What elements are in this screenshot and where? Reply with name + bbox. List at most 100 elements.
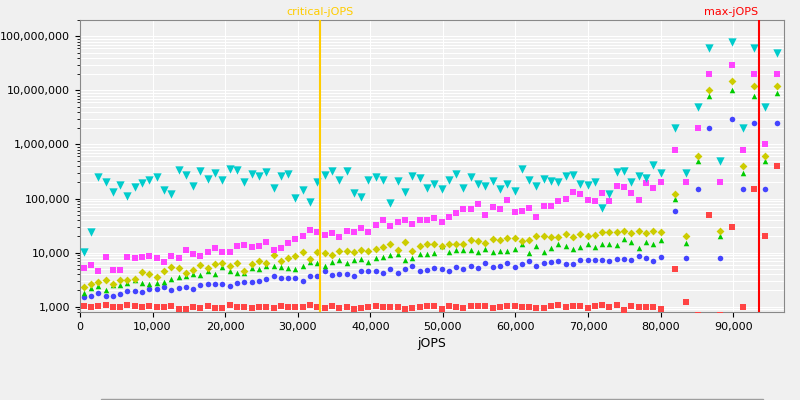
max — [362, 177, 375, 184]
min — [106, 304, 119, 310]
95-th percentile — [246, 260, 258, 267]
95-th percentile — [640, 230, 653, 236]
min — [326, 303, 338, 309]
95-th percentile — [238, 268, 250, 274]
min — [216, 305, 229, 312]
min — [618, 307, 630, 313]
median — [737, 186, 750, 192]
90-th percentile — [559, 243, 572, 249]
90-th percentile — [748, 92, 761, 99]
95-th percentile — [654, 229, 667, 235]
95-th percentile — [464, 237, 477, 244]
95-th percentile — [398, 239, 411, 246]
Legend: min, median, 90-th percentile, 95-th percentile, 99-th percentile, max: min, median, 90-th percentile, 95-th per… — [102, 399, 762, 400]
max — [669, 125, 682, 131]
median — [106, 292, 119, 299]
X-axis label: jOPS: jOPS — [418, 337, 446, 350]
90-th percentile — [362, 259, 375, 265]
95-th percentile — [121, 276, 134, 283]
min — [442, 303, 455, 310]
95-th percentile — [354, 247, 367, 253]
95-th percentile — [559, 230, 572, 237]
99-th percentile — [326, 230, 338, 236]
90-th percentile — [391, 251, 404, 258]
95-th percentile — [669, 191, 682, 198]
90-th percentile — [428, 250, 441, 256]
max — [136, 180, 149, 187]
99-th percentile — [618, 184, 630, 190]
95-th percentile — [479, 240, 492, 246]
min — [92, 303, 105, 309]
99-th percentile — [289, 236, 302, 243]
max — [413, 174, 426, 181]
max — [209, 170, 222, 176]
max — [92, 174, 105, 180]
99-th percentile — [413, 217, 426, 223]
min — [748, 186, 761, 192]
99-th percentile — [311, 228, 324, 235]
median — [78, 294, 90, 301]
max — [165, 190, 178, 197]
min — [186, 304, 199, 311]
median — [223, 282, 236, 289]
median — [398, 266, 411, 272]
90-th percentile — [770, 90, 783, 96]
max — [158, 187, 170, 193]
median — [406, 263, 418, 269]
95-th percentile — [158, 267, 170, 274]
95-th percentile — [589, 232, 602, 238]
90-th percentile — [669, 195, 682, 202]
max — [618, 168, 630, 174]
max — [85, 228, 98, 235]
90-th percentile — [121, 280, 134, 286]
90-th percentile — [610, 242, 623, 248]
min — [318, 305, 331, 311]
90-th percentile — [333, 257, 346, 264]
max — [596, 204, 609, 211]
90-th percentile — [654, 236, 667, 243]
min — [311, 304, 324, 310]
95-th percentile — [143, 271, 156, 277]
99-th percentile — [370, 222, 382, 228]
99-th percentile — [479, 212, 492, 219]
90-th percentile — [150, 280, 163, 286]
90-th percentile — [545, 245, 558, 252]
99-th percentile — [442, 214, 455, 220]
median — [538, 259, 550, 266]
99-th percentile — [274, 245, 287, 252]
min — [428, 303, 441, 310]
median — [522, 258, 535, 264]
95-th percentile — [421, 241, 434, 247]
min — [209, 305, 222, 311]
max — [194, 168, 207, 174]
max — [714, 158, 726, 164]
99-th percentile — [391, 219, 404, 225]
99-th percentile — [260, 238, 273, 245]
min — [230, 304, 243, 310]
max — [216, 176, 229, 183]
median — [318, 268, 331, 274]
median — [618, 256, 630, 262]
min — [640, 304, 653, 310]
max — [230, 167, 243, 173]
max — [114, 182, 126, 188]
95-th percentile — [78, 284, 90, 290]
max — [680, 170, 693, 176]
max — [610, 169, 623, 175]
min — [435, 306, 448, 312]
min — [538, 305, 550, 312]
90-th percentile — [640, 239, 653, 245]
95-th percentile — [581, 232, 594, 239]
90-th percentile — [209, 271, 222, 278]
90-th percentile — [457, 247, 470, 253]
min — [566, 302, 579, 309]
max — [702, 45, 715, 52]
median — [559, 261, 572, 268]
95-th percentile — [260, 259, 273, 266]
max — [354, 194, 367, 200]
99-th percentile — [610, 182, 623, 189]
max — [179, 172, 192, 178]
min — [770, 163, 783, 169]
median — [494, 262, 506, 269]
90-th percentile — [194, 272, 207, 278]
